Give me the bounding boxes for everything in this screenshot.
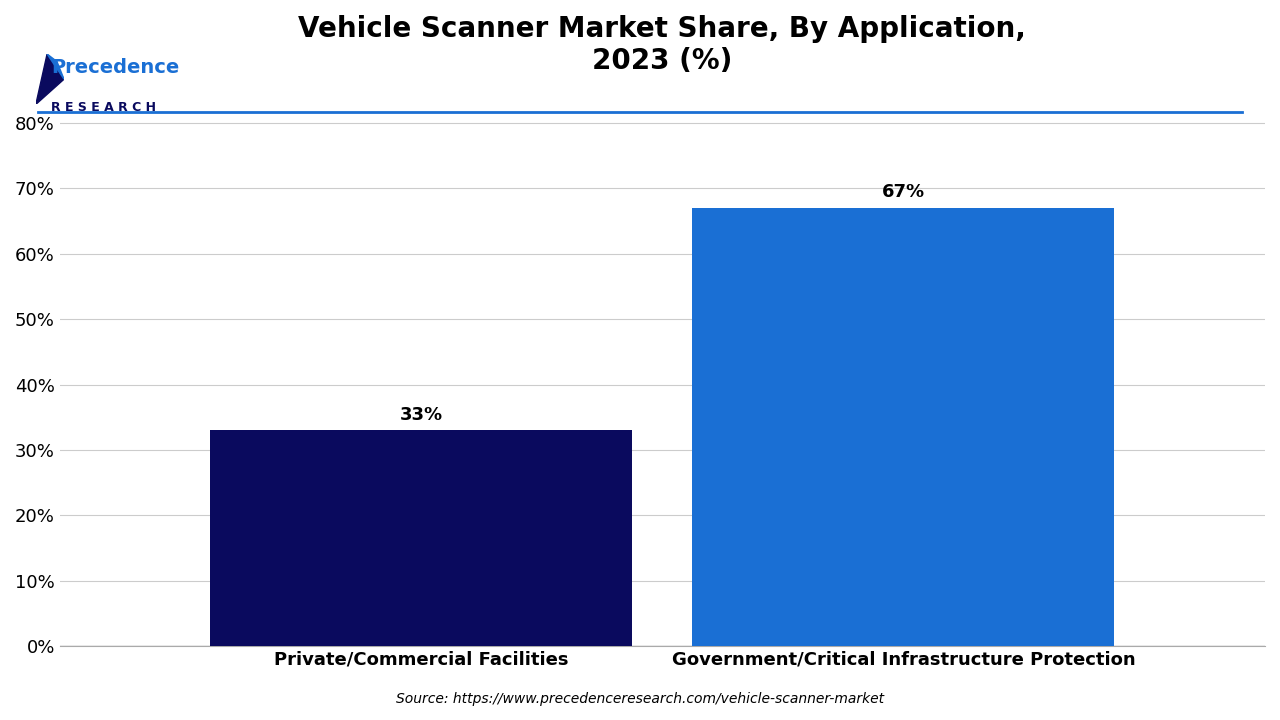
Text: Precedence: Precedence <box>51 58 179 76</box>
Text: 67%: 67% <box>882 184 925 202</box>
Text: Source: https://www.precedenceresearch.com/vehicle-scanner-market: Source: https://www.precedenceresearch.c… <box>396 692 884 706</box>
Polygon shape <box>47 54 64 79</box>
Polygon shape <box>36 54 64 104</box>
Bar <box>692 208 1115 646</box>
Bar <box>210 431 632 646</box>
Text: R E S E A R C H: R E S E A R C H <box>51 101 156 114</box>
Text: 33%: 33% <box>399 406 443 424</box>
Title: Vehicle Scanner Market Share, By Application,
2023 (%): Vehicle Scanner Market Share, By Applica… <box>298 15 1027 76</box>
